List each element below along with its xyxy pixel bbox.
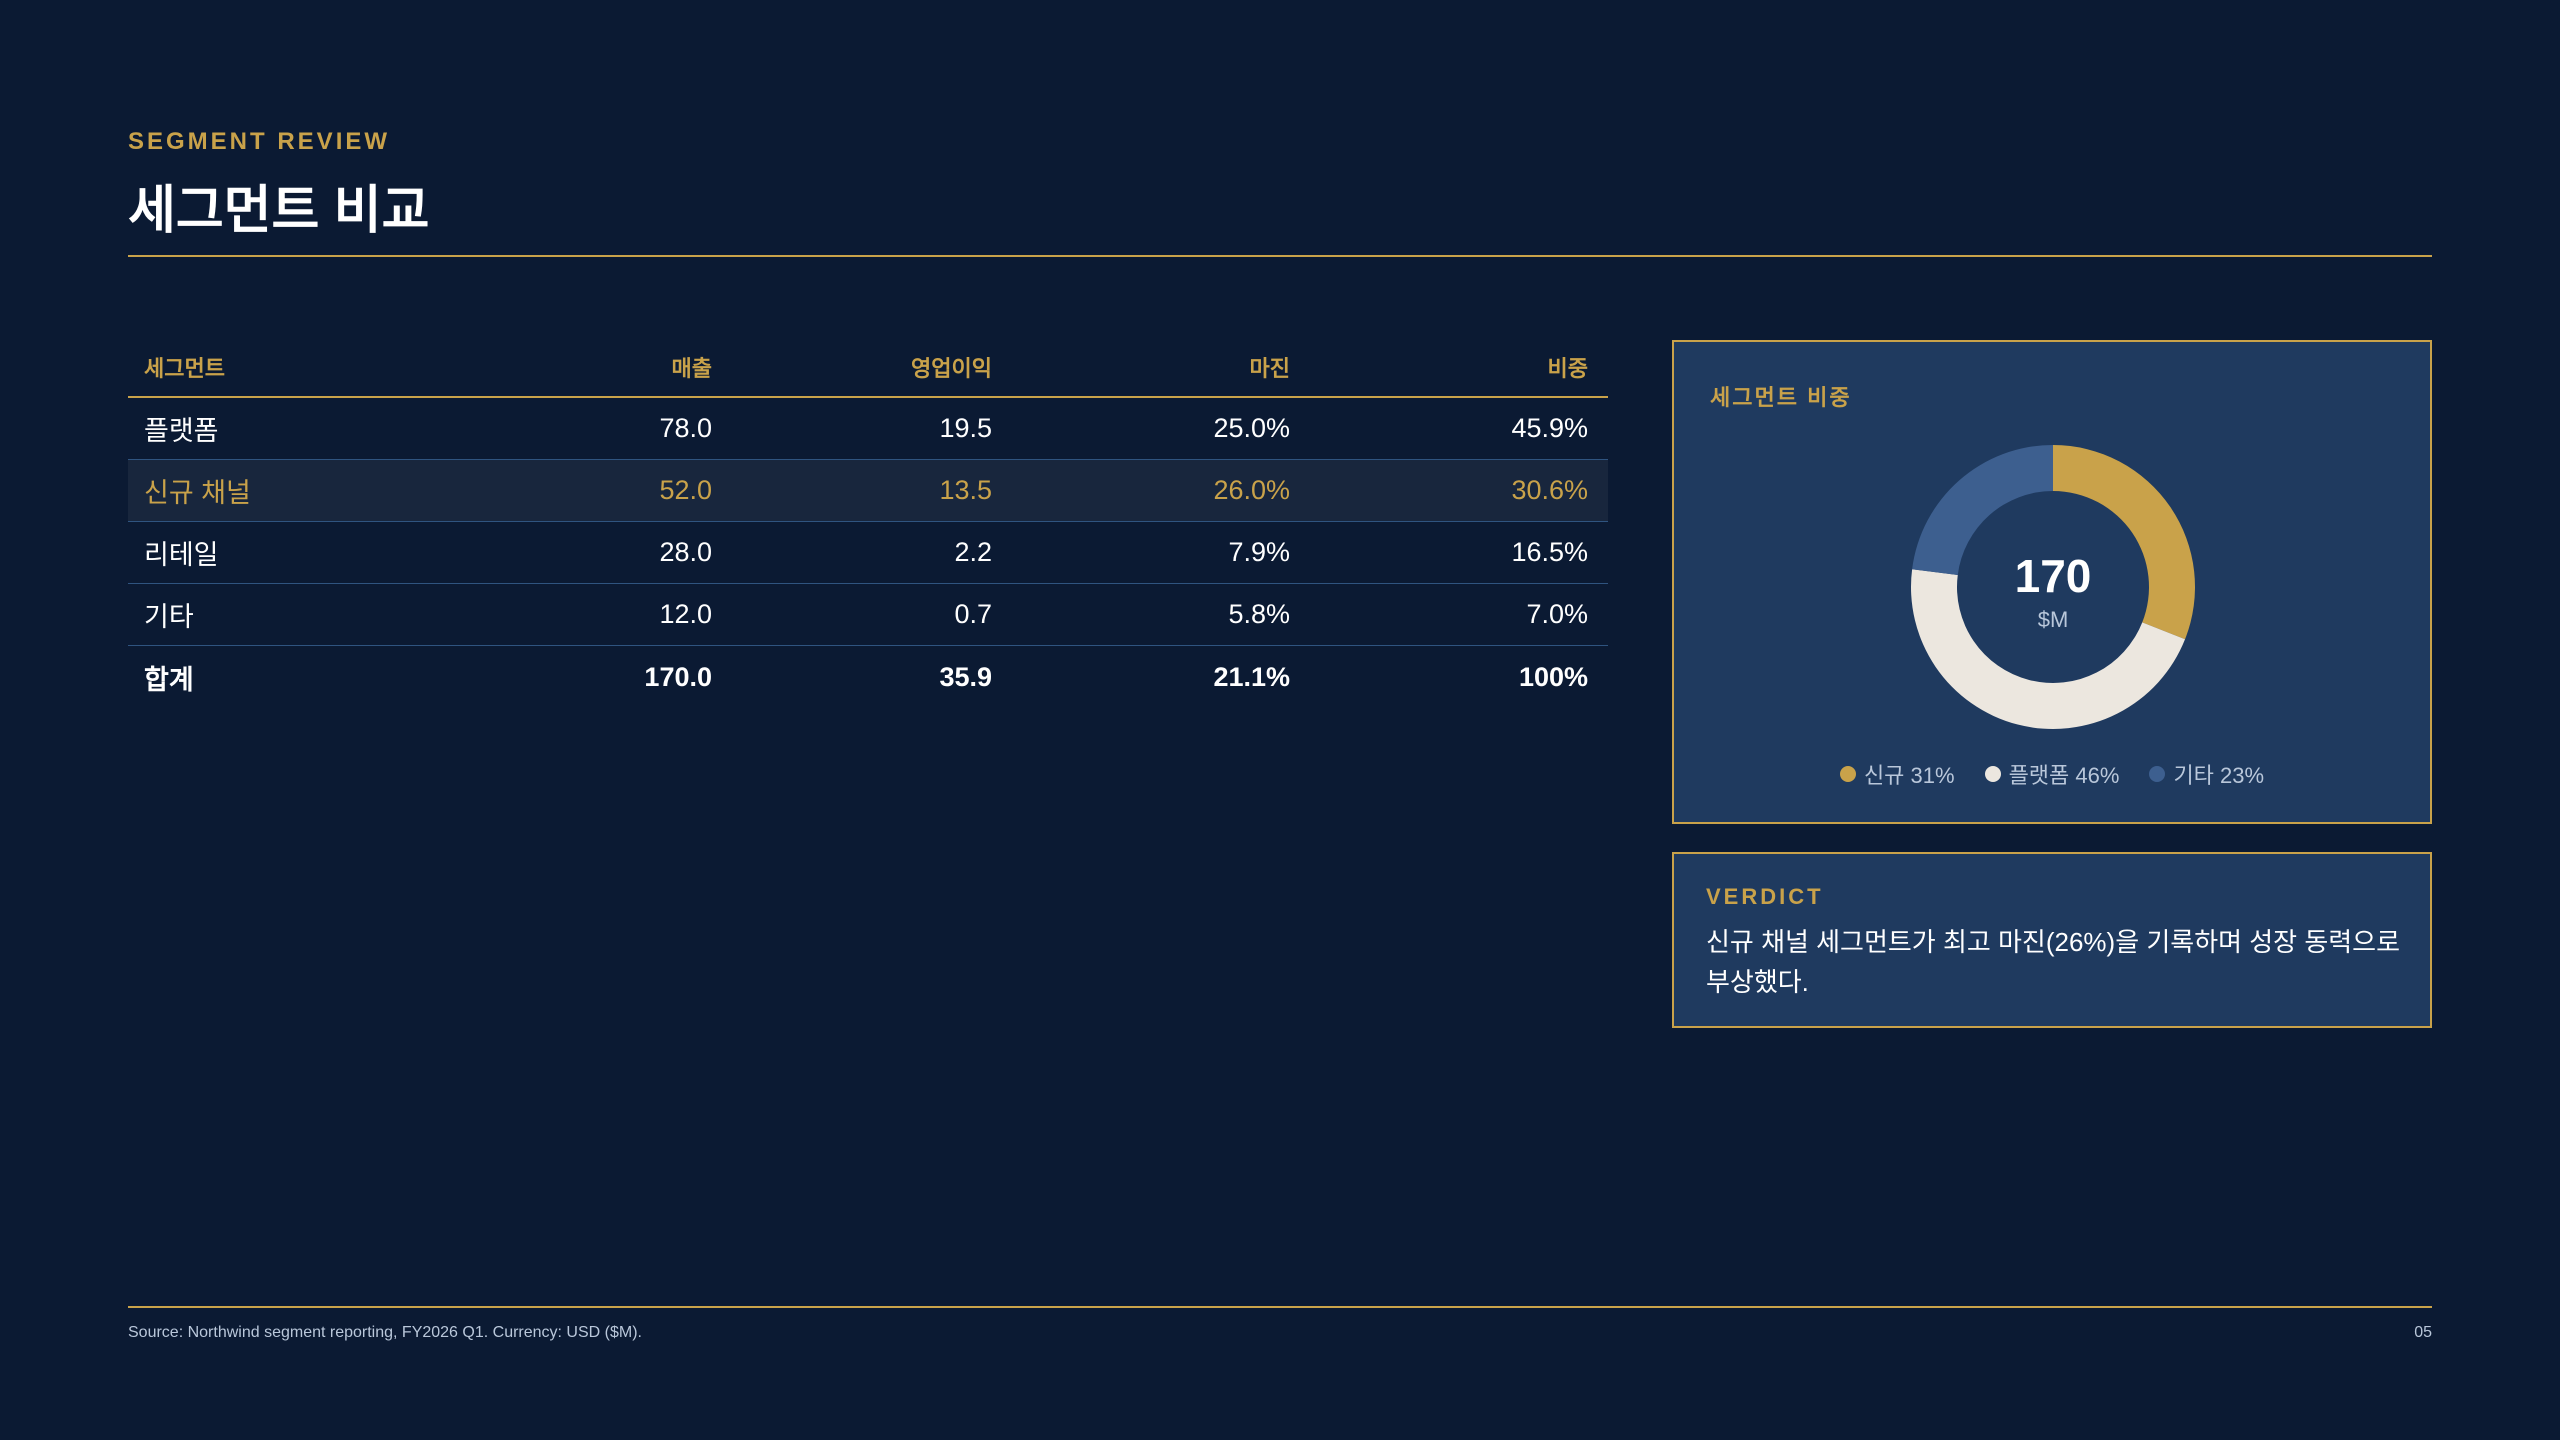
verdict-label: VERDICT <box>1706 884 1824 909</box>
legend-label: 플랫폼 46% <box>2008 763 2120 788</box>
cell-share: 7.0% <box>1526 599 1588 629</box>
cell-total-label: 합계 <box>144 664 194 695</box>
cell-margin: 25.0% <box>1213 413 1290 443</box>
cell-margin: 26.0% <box>1213 475 1290 505</box>
table-row: 플랫폼 78.0 19.5 25.0% 45.9% <box>128 398 1608 460</box>
section-eyebrow: SEGMENT REVIEW <box>128 128 391 155</box>
table-row-highlighted: 신규 채널 52.0 13.5 26.0% 30.6% <box>128 460 1608 522</box>
table-row: 리테일 28.0 2.2 7.9% 16.5% <box>128 522 1608 584</box>
title-divider <box>128 255 2432 257</box>
cell-share: 45.9% <box>1511 413 1588 443</box>
cell-operating-profit: 0.7 <box>954 599 992 629</box>
donut-center-unit: $M <box>2038 607 2069 632</box>
legend-item-platform: 플랫폼 46% <box>1984 758 2120 790</box>
table-total-row: 합계 170.0 35.9 21.1% 100% <box>128 646 1608 708</box>
verdict-text: 신규 채널 세그먼트가 최고 마진(26%)을 기록하며 성장 동력으로 부상했… <box>1706 927 2401 997</box>
column-header-operating-profit: 영업이익 <box>911 356 992 381</box>
legend-swatch <box>2149 766 2166 782</box>
cell-margin: 5.8% <box>1228 599 1290 629</box>
cell-revenue: 78.0 <box>659 413 712 443</box>
donut-slice-1 <box>2053 445 2195 640</box>
column-header-revenue: 매출 <box>671 356 712 381</box>
cell-segment: 리테일 <box>144 540 219 570</box>
table-header-row: 세그먼트 매출 영업이익 마진 비중 <box>128 338 1608 398</box>
legend-label: 신규 31% <box>1863 763 1955 788</box>
cell-operating-profit: 13.5 <box>939 475 992 505</box>
cell-total-margin: 21.1% <box>1213 661 1290 692</box>
donut-legend: 신규 31% 플랫폼 46% 기타 23% <box>1674 758 2430 790</box>
cell-operating-profit: 19.5 <box>939 413 992 443</box>
legend-swatch <box>1984 766 2001 782</box>
donut-slice-2 <box>1911 569 2186 729</box>
legend-item-other: 기타 23% <box>2149 758 2264 790</box>
legend-swatch <box>1839 766 1856 782</box>
cell-total-operating-profit: 35.9 <box>939 661 992 692</box>
share-card-title: 세그먼트 비중 <box>1710 385 1852 410</box>
table-row: 기타 12.0 0.7 5.8% 7.0% <box>128 584 1608 646</box>
footer-source: Source: Northwind segment reporting, FY2… <box>128 1324 642 1341</box>
cell-revenue: 12.0 <box>659 599 712 629</box>
column-header-segment: 세그먼트 <box>144 356 225 381</box>
cell-margin: 7.9% <box>1228 537 1290 567</box>
column-header-margin: 마진 <box>1249 356 1290 381</box>
verdict-card: VERDICT 신규 채널 세그먼트가 최고 마진(26%)을 기록하며 성장 … <box>1672 852 2432 1028</box>
donut-center-value: 170 <box>2015 550 2092 602</box>
cell-segment: 기타 <box>144 602 194 632</box>
page-title: 세그먼트 비교 <box>128 182 430 240</box>
cell-revenue: 52.0 <box>659 475 712 505</box>
column-header-share: 비중 <box>1547 356 1588 381</box>
cell-total-revenue: 170.0 <box>644 661 712 692</box>
footer-divider <box>128 1306 2432 1308</box>
legend-item-new: 신규 31% <box>1839 758 1955 790</box>
donut-slice-3 <box>1912 445 2053 575</box>
cell-total-share: 100% <box>1518 661 1588 692</box>
page-number: 05 <box>2414 1324 2432 1341</box>
cell-segment: 신규 채널 <box>144 478 251 508</box>
segment-share-card: 세그먼트 비중 170 $M 신규 31% 플랫폼 46% 기타 23% <box>1672 340 2432 824</box>
segment-share-donut-chart: 170 $M <box>1911 445 2195 729</box>
segment-table: 세그먼트 매출 영업이익 마진 비중 플랫폼 78.0 19.5 25.0% 4… <box>128 338 1608 708</box>
cell-operating-profit: 2.2 <box>954 537 992 567</box>
cell-share: 30.6% <box>1511 475 1588 505</box>
cell-segment: 플랫폼 <box>144 416 219 446</box>
legend-label: 기타 23% <box>2173 763 2265 788</box>
cell-share: 16.5% <box>1511 537 1588 567</box>
cell-revenue: 28.0 <box>659 537 712 567</box>
